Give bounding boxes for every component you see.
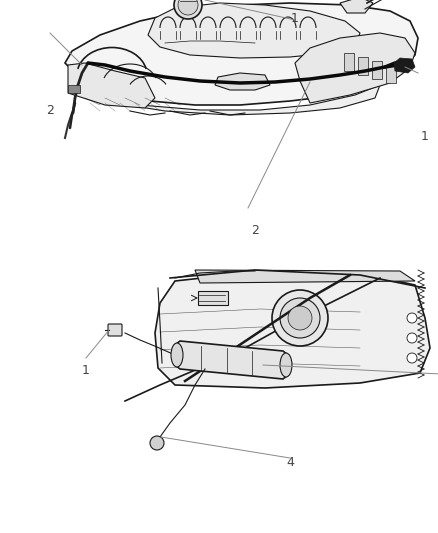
Circle shape bbox=[272, 290, 328, 346]
Bar bbox=[198, 291, 228, 305]
Polygon shape bbox=[394, 58, 415, 73]
Text: 1: 1 bbox=[421, 130, 429, 142]
Circle shape bbox=[178, 0, 198, 15]
Polygon shape bbox=[68, 63, 155, 108]
Polygon shape bbox=[65, 3, 418, 105]
Polygon shape bbox=[195, 270, 415, 283]
Polygon shape bbox=[85, 85, 380, 115]
Bar bbox=[68, 85, 80, 93]
Circle shape bbox=[174, 0, 202, 19]
Text: 4: 4 bbox=[286, 456, 294, 470]
Ellipse shape bbox=[280, 353, 292, 377]
Polygon shape bbox=[340, 0, 373, 13]
Polygon shape bbox=[155, 271, 430, 388]
Text: 2: 2 bbox=[46, 103, 54, 117]
Text: 2: 2 bbox=[251, 223, 259, 237]
Bar bbox=[386, 65, 396, 83]
Circle shape bbox=[280, 298, 320, 338]
Circle shape bbox=[150, 436, 164, 450]
Circle shape bbox=[407, 313, 417, 323]
Circle shape bbox=[288, 306, 312, 330]
Bar bbox=[344, 53, 354, 71]
Polygon shape bbox=[175, 341, 288, 379]
Bar bbox=[358, 57, 368, 75]
Polygon shape bbox=[295, 33, 415, 103]
Text: 1: 1 bbox=[291, 12, 299, 25]
Polygon shape bbox=[148, 3, 360, 58]
Bar bbox=[372, 61, 382, 79]
Circle shape bbox=[407, 353, 417, 363]
Circle shape bbox=[407, 333, 417, 343]
Text: 1: 1 bbox=[82, 364, 90, 376]
Polygon shape bbox=[215, 73, 270, 90]
FancyBboxPatch shape bbox=[108, 324, 122, 336]
Ellipse shape bbox=[171, 343, 183, 367]
